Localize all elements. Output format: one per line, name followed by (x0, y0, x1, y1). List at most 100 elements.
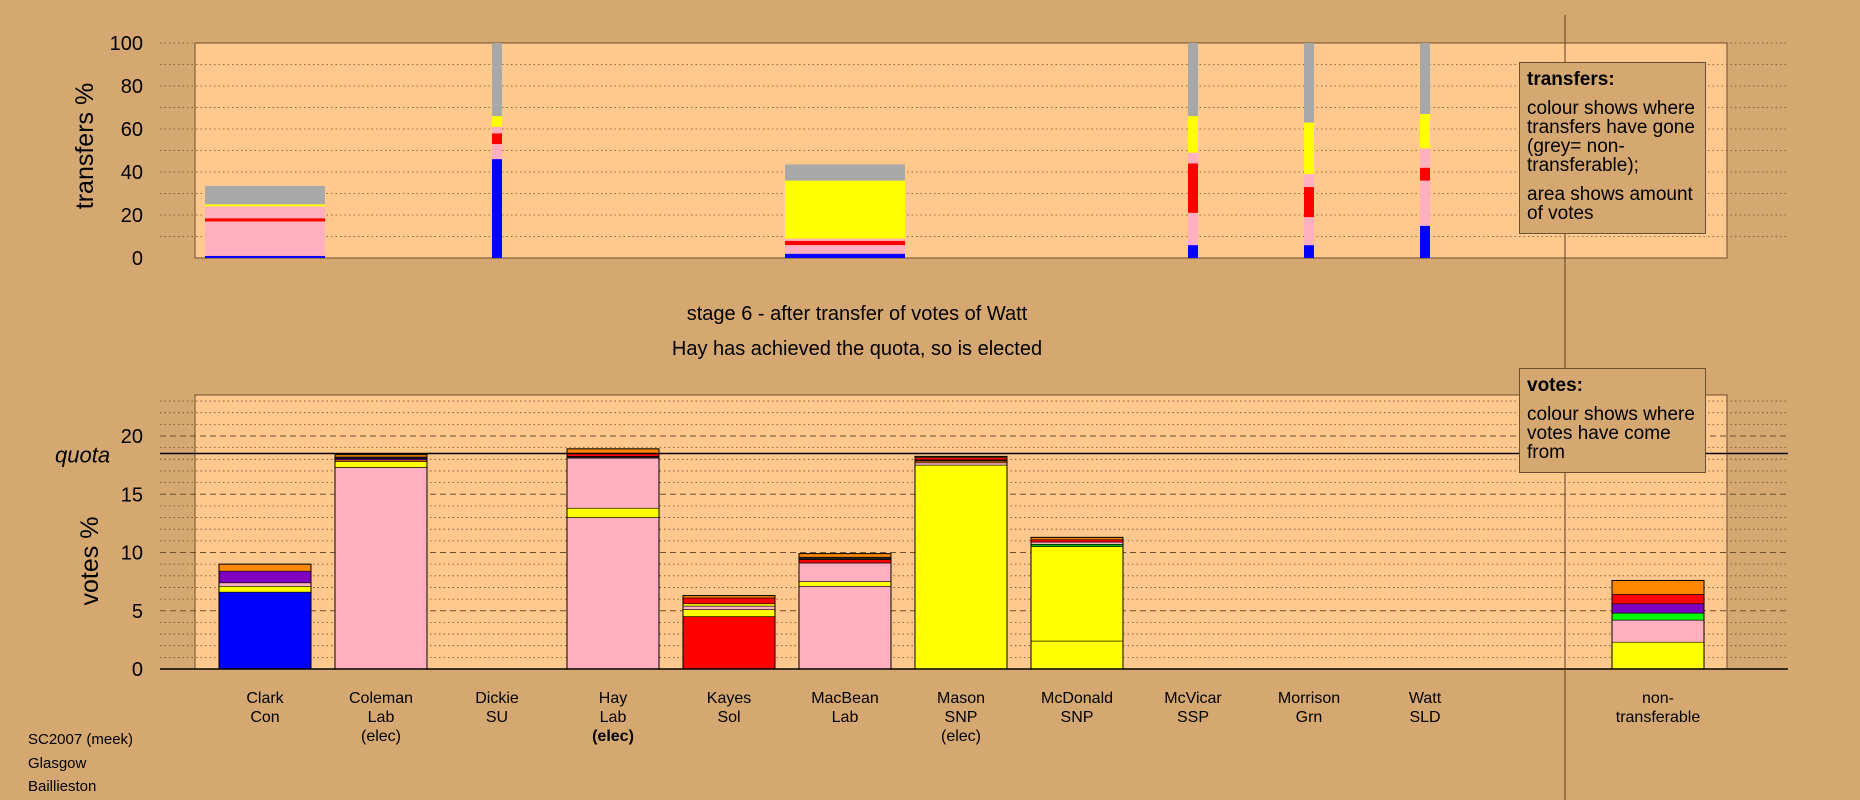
transfers-grid (160, 42, 1788, 237)
votes-segment (914, 457, 1008, 461)
transfers-y-tick-label: 20 (121, 205, 143, 227)
transfers-segment (785, 164, 905, 181)
candidate-name: Clark (246, 690, 284, 707)
transfers-bars (205, 43, 1430, 258)
votes-segment (798, 581, 892, 587)
votes-segment (566, 507, 660, 518)
candidate-labels: Clark Con Coleman Lab (elec) Dickie SU Hay Lab (e… (246, 690, 1700, 745)
footer-constituency: Baillieston (28, 778, 97, 795)
candidate-party: SSP (1177, 709, 1209, 726)
votes-segment (218, 563, 312, 572)
candidate-party: SU (486, 709, 508, 726)
transfers-segment (492, 126, 502, 134)
votes-segment (566, 517, 660, 670)
candidate-label-clark: Clark Con (246, 690, 284, 726)
candidate-party: Grn (1296, 709, 1323, 726)
candidate-status: (elec) (941, 728, 981, 745)
candidate-name: Morrison (1278, 690, 1340, 707)
votes-segment (1611, 641, 1705, 670)
candidate-party: Sol (717, 709, 740, 726)
votes-panel: quota 0 5 10 15 20 votes % Clark Con Coleman La… (55, 394, 1788, 745)
votes-grid (160, 400, 1788, 658)
votes-bar-mason (914, 455, 1008, 670)
votes-y-tick-label: 20 (121, 426, 143, 448)
transfers-bar-clark (205, 185, 325, 258)
votes-segment (218, 591, 312, 670)
transfers-segment (1420, 148, 1430, 168)
transfers-segment (1304, 43, 1314, 123)
footer-region: Glasgow (28, 754, 87, 772)
votes-y-ticks: 0 5 10 15 20 (121, 426, 143, 681)
votes-segment (682, 603, 776, 607)
votes-segment (798, 553, 892, 558)
votes-segment (566, 457, 660, 509)
transfers-legend-text-1: colour shows where transfers have gone (… (1527, 98, 1695, 176)
transfers-segment (1188, 212, 1198, 246)
transfers-segment (205, 206, 325, 219)
votes-bar-non-transferable (1611, 579, 1705, 670)
candidate-name: Mason (937, 690, 985, 707)
transfers-segment (1304, 174, 1314, 188)
transfers-segment (205, 221, 325, 256)
transfers-segment (1420, 113, 1430, 149)
votes-bar-clark (218, 563, 312, 670)
stage-line-2: Hay has achieved the quota, so is electe… (672, 338, 1042, 360)
transfers-segment (492, 43, 502, 117)
votes-bar-mcdonald (1030, 536, 1124, 670)
transfers-segment (785, 245, 905, 254)
votes-bar-coleman (334, 454, 428, 670)
stage-line-1: stage 6 - after transfer of votes of Wat… (687, 303, 1028, 325)
transfers-y-tick-label: 80 (121, 76, 143, 98)
transfers-segment (205, 185, 325, 205)
transfers-segment (785, 238, 905, 241)
candidate-name: McVicar (1164, 690, 1222, 707)
transfers-segment (1304, 122, 1314, 175)
footer-election: SC2007 (meek) (28, 731, 134, 748)
candidate-party: SNP (1061, 709, 1094, 726)
votes-segment (798, 559, 892, 564)
votes-segment (914, 464, 1008, 670)
footer: SC2007 (meek) Glasgow Baillieston (28, 728, 133, 799)
votes-segment (334, 467, 428, 670)
transfers-y-tick-label: 100 (110, 33, 143, 55)
transfers-segment (1188, 245, 1198, 258)
votes-segment (798, 585, 892, 670)
transfers-y-ticks: 0 20 40 60 80 100 (110, 33, 143, 270)
transfers-legend: transfers: colour shows where transfers … (1519, 62, 1706, 234)
votes-legend: votes: colour shows where votes have com… (1519, 368, 1706, 473)
candidate-label-mcdonald: McDonald SNP (1041, 690, 1113, 726)
transfers-segment (492, 116, 502, 127)
votes-segment (1611, 580, 1705, 595)
candidate-party: Lab (368, 709, 395, 726)
transfers-segment (1188, 163, 1198, 213)
candidate-label-hay: Hay Lab (elec) (592, 690, 634, 745)
votes-y-tick-label: 0 (132, 659, 143, 681)
transfers-segment (205, 255, 325, 258)
votes-segment (1611, 594, 1705, 605)
candidate-party: Lab (832, 709, 859, 726)
votes-segment (218, 585, 312, 593)
votes-segment (218, 570, 312, 584)
candidate-status: (elec) (361, 728, 401, 745)
candidate-name: Kayes (707, 690, 751, 707)
transfers-segment (785, 180, 905, 239)
candidate-party: Con (250, 709, 279, 726)
transfers-segment (1188, 152, 1198, 164)
transfers-segment (492, 159, 502, 258)
transfers-segment (1304, 187, 1314, 218)
transfers-bar-macbean (785, 164, 905, 258)
votes-segment (1030, 541, 1124, 545)
transfers-y-tick-label: 60 (121, 119, 143, 141)
votes-segment (1030, 539, 1124, 543)
candidate-name: Coleman (349, 690, 413, 707)
votes-y-tick-label: 10 (121, 543, 143, 565)
transfers-segment (492, 144, 502, 160)
votes-y-tick-label: 15 (121, 484, 143, 506)
candidate-name: MacBean (811, 690, 879, 707)
votes-segment (682, 616, 776, 670)
votes-y-label: votes % (76, 517, 104, 606)
votes-bar-kayes (682, 595, 776, 670)
votes-legend-title: votes: (1527, 375, 1583, 396)
votes-segment (682, 609, 776, 617)
